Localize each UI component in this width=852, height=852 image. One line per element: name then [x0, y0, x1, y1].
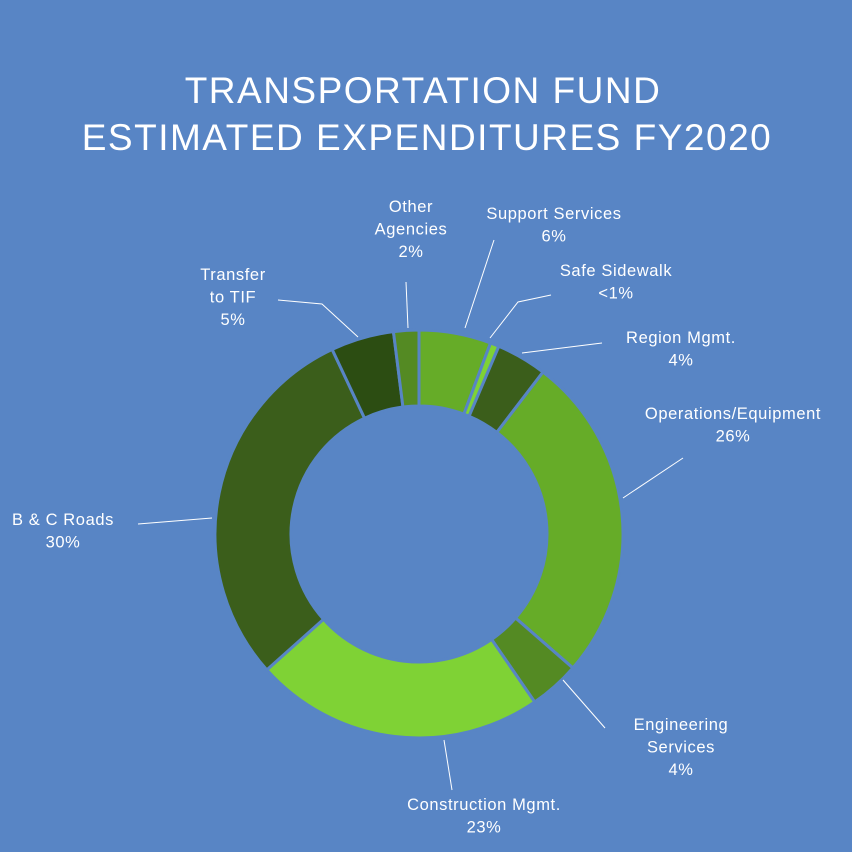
leader-line-support-services — [464, 239, 495, 329]
slice-label-transfer-to-tif-1: Transfer — [200, 266, 266, 284]
slice-percent-operations-equipment: 26% — [716, 428, 751, 446]
slice-construction-mgmt — [264, 617, 537, 740]
slice-other-agencies — [391, 328, 421, 409]
slice-operations-equipment — [494, 369, 625, 671]
leader-line-other-agencies — [405, 281, 409, 329]
leader-line-operations-equipment — [622, 457, 684, 499]
slice-percent-safe-sidewalk: <1% — [598, 285, 633, 303]
slice-labels: Support Services 6% Safe Sidewalk <1% Region… — [12, 198, 821, 837]
slice-percent-transfer-to-tif: 5% — [220, 311, 245, 329]
slice-label-safe-sidewalk-1: Safe Sidewalk — [560, 262, 673, 280]
chart-title-line-1: TRANSPORTATION FUND — [185, 70, 662, 111]
slice-percent-construction-mgmt: 23% — [467, 819, 502, 837]
leader-lines — [137, 239, 684, 791]
leader-line-engineering-services — [562, 679, 606, 729]
chart-title-line-2: ESTIMATED EXPENDITURES FY2020 — [82, 117, 772, 158]
slice-label-b-c-roads-1: B & C Roads — [12, 511, 114, 529]
slice-label-operations-equipment-1: Operations/Equipment — [645, 405, 821, 423]
leader-line-b-c-roads — [137, 517, 213, 525]
slice-b-c-roads — [213, 347, 367, 672]
slice-percent-region-mgmt: 4% — [668, 352, 693, 370]
slice-label-region-mgmt-1: Region Mgmt. — [626, 329, 736, 347]
slice-label-other-agencies-2: Agencies — [375, 221, 448, 239]
leader-line-safe-sidewalk — [489, 294, 552, 339]
slice-percent-support-services: 6% — [541, 228, 566, 246]
slice-percent-other-agencies: 2% — [398, 243, 423, 261]
leader-line-region-mgmt — [521, 342, 603, 354]
slice-percent-b-c-roads: 30% — [46, 534, 81, 552]
slice-percent-engineering-services: 4% — [668, 761, 693, 779]
leader-line-construction-mgmt — [443, 739, 453, 791]
slice-label-engineering-services-2: Services — [647, 739, 715, 757]
leader-line-transfer-to-tif — [277, 299, 359, 338]
slice-label-support-services-1: Support Services — [486, 205, 621, 223]
slice-label-construction-mgmt-1: Construction Mgmt. — [407, 796, 561, 814]
slice-label-other-agencies-1: Other — [389, 198, 433, 216]
slice-label-transfer-to-tif-2: to TIF — [210, 289, 256, 307]
donut-slices — [213, 328, 625, 740]
slice-label-engineering-services-1: Engineering — [634, 716, 729, 734]
